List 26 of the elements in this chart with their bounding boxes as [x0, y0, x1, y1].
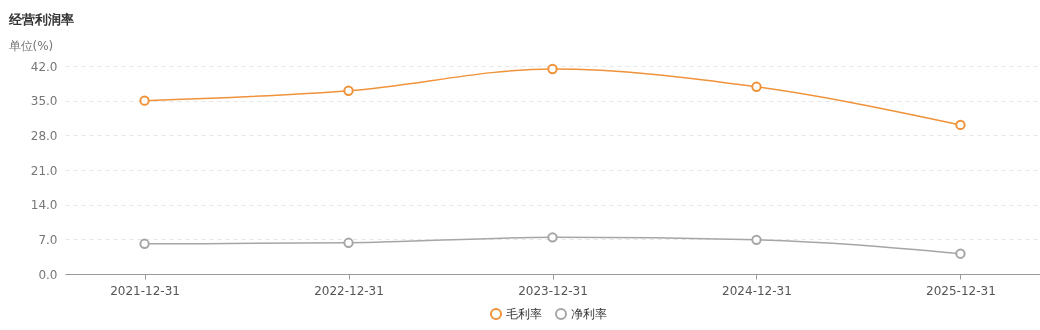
- chart-title: 经营利润率: [8, 12, 74, 27]
- y-tick-label: 0.0: [38, 267, 58, 282]
- legend-label: 毛利率: [506, 307, 542, 321]
- y-tick-label: 42.0: [30, 59, 58, 74]
- y-tick-label: 7.0: [38, 232, 58, 247]
- y-tick-label: 14.0: [30, 198, 58, 213]
- point: [751, 234, 762, 245]
- point: [547, 232, 558, 243]
- legend-label: 净利率: [571, 307, 607, 321]
- x-tick-label: 2022-12-31: [314, 283, 384, 298]
- x-tick-label: 2023-12-31: [518, 283, 588, 298]
- point: [343, 237, 354, 248]
- x-tick-label: 2021-12-31: [110, 283, 180, 298]
- point: [139, 238, 150, 249]
- point: [547, 63, 558, 75]
- point: [955, 119, 966, 131]
- x-tick-label: 2025-12-31: [926, 283, 996, 298]
- y-tick-label: 35.0: [30, 94, 58, 109]
- point: [139, 95, 150, 106]
- x-tick-label: 2024-12-31: [722, 283, 792, 298]
- point: [955, 248, 966, 259]
- y-axis-title: 单位(%): [8, 38, 54, 53]
- y-tick-label: 21.0: [30, 163, 58, 178]
- point: [343, 85, 354, 96]
- point: [751, 81, 762, 92]
- y-tick-label: 28.0: [30, 128, 58, 143]
